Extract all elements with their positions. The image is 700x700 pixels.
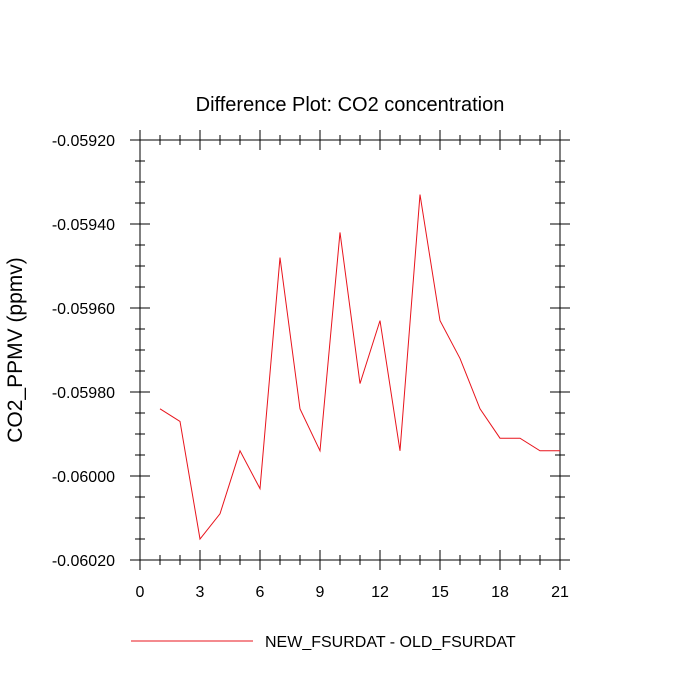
x-tick-label: 3 <box>196 584 205 601</box>
y-tick-label: -0.06020 <box>52 553 115 570</box>
y-axis-label: CO2_PPMV (ppmv) <box>4 257 27 443</box>
y-tick-label: -0.05960 <box>52 301 115 318</box>
x-tick-label: 21 <box>551 584 569 601</box>
y-tick-label: -0.05920 <box>52 133 115 150</box>
y-tick-label: -0.05940 <box>52 217 115 234</box>
x-tick-label: 9 <box>316 584 325 601</box>
plot-frame <box>139 139 561 561</box>
chart-title: Difference Plot: CO2 concentration <box>196 94 505 116</box>
x-tick-label: 15 <box>431 584 449 601</box>
x-tick-label: 12 <box>371 584 389 601</box>
plot-area: 0 3 6 9 12 15 18 21 -0.05920 -0.05940 -0.05960 -0.0… <box>52 130 570 601</box>
legend: NEW_FSURDAT - OLD_FSURDAT <box>131 634 516 651</box>
y-tick-label: -0.06000 <box>52 469 115 486</box>
x-tick-label: 6 <box>256 584 265 601</box>
y-tick-label: -0.05980 <box>52 385 115 402</box>
series-line <box>159 194 560 541</box>
legend-label: NEW_FSURDAT - OLD_FSURDAT <box>265 634 516 651</box>
x-tick-label: 18 <box>491 584 509 601</box>
x-tick-label: 0 <box>136 584 145 601</box>
